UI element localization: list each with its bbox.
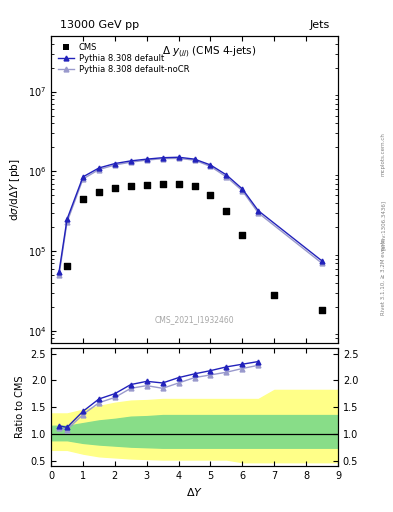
Text: Jets: Jets	[309, 19, 329, 30]
X-axis label: $\Delta Y$: $\Delta Y$	[186, 486, 203, 498]
Text: $\Delta\ y_{(jj)}$ (CMS 4-jets): $\Delta\ y_{(jj)}$ (CMS 4-jets)	[162, 45, 256, 60]
Point	[271, 291, 277, 299]
Y-axis label: d$\sigma$/d$\Delta Y$ [pb]: d$\sigma$/d$\Delta Y$ [pb]	[8, 158, 22, 221]
Point	[80, 195, 86, 203]
Text: Rivet 3.1.10, ≥ 3.2M events: Rivet 3.1.10, ≥ 3.2M events	[381, 238, 386, 315]
Point	[191, 182, 198, 190]
Point	[128, 182, 134, 190]
Text: [arXiv:1306.3436]: [arXiv:1306.3436]	[381, 200, 386, 250]
Text: 13000 GeV pp: 13000 GeV pp	[60, 19, 139, 30]
Point	[112, 184, 118, 192]
Point	[64, 262, 70, 270]
Point	[160, 180, 166, 188]
Point	[239, 230, 246, 239]
Point	[175, 180, 182, 188]
Y-axis label: Ratio to CMS: Ratio to CMS	[15, 376, 25, 438]
Text: CMS_2021_I1932460: CMS_2021_I1932460	[155, 315, 234, 325]
Point	[319, 306, 325, 314]
Legend: CMS, Pythia 8.308 default, Pythia 8.308 default-noCR: CMS, Pythia 8.308 default, Pythia 8.308 …	[55, 40, 192, 76]
Point	[96, 188, 102, 196]
Point	[223, 207, 230, 215]
Point	[208, 191, 214, 199]
Text: mcplots.cern.ch: mcplots.cern.ch	[381, 132, 386, 176]
Point	[143, 181, 150, 189]
